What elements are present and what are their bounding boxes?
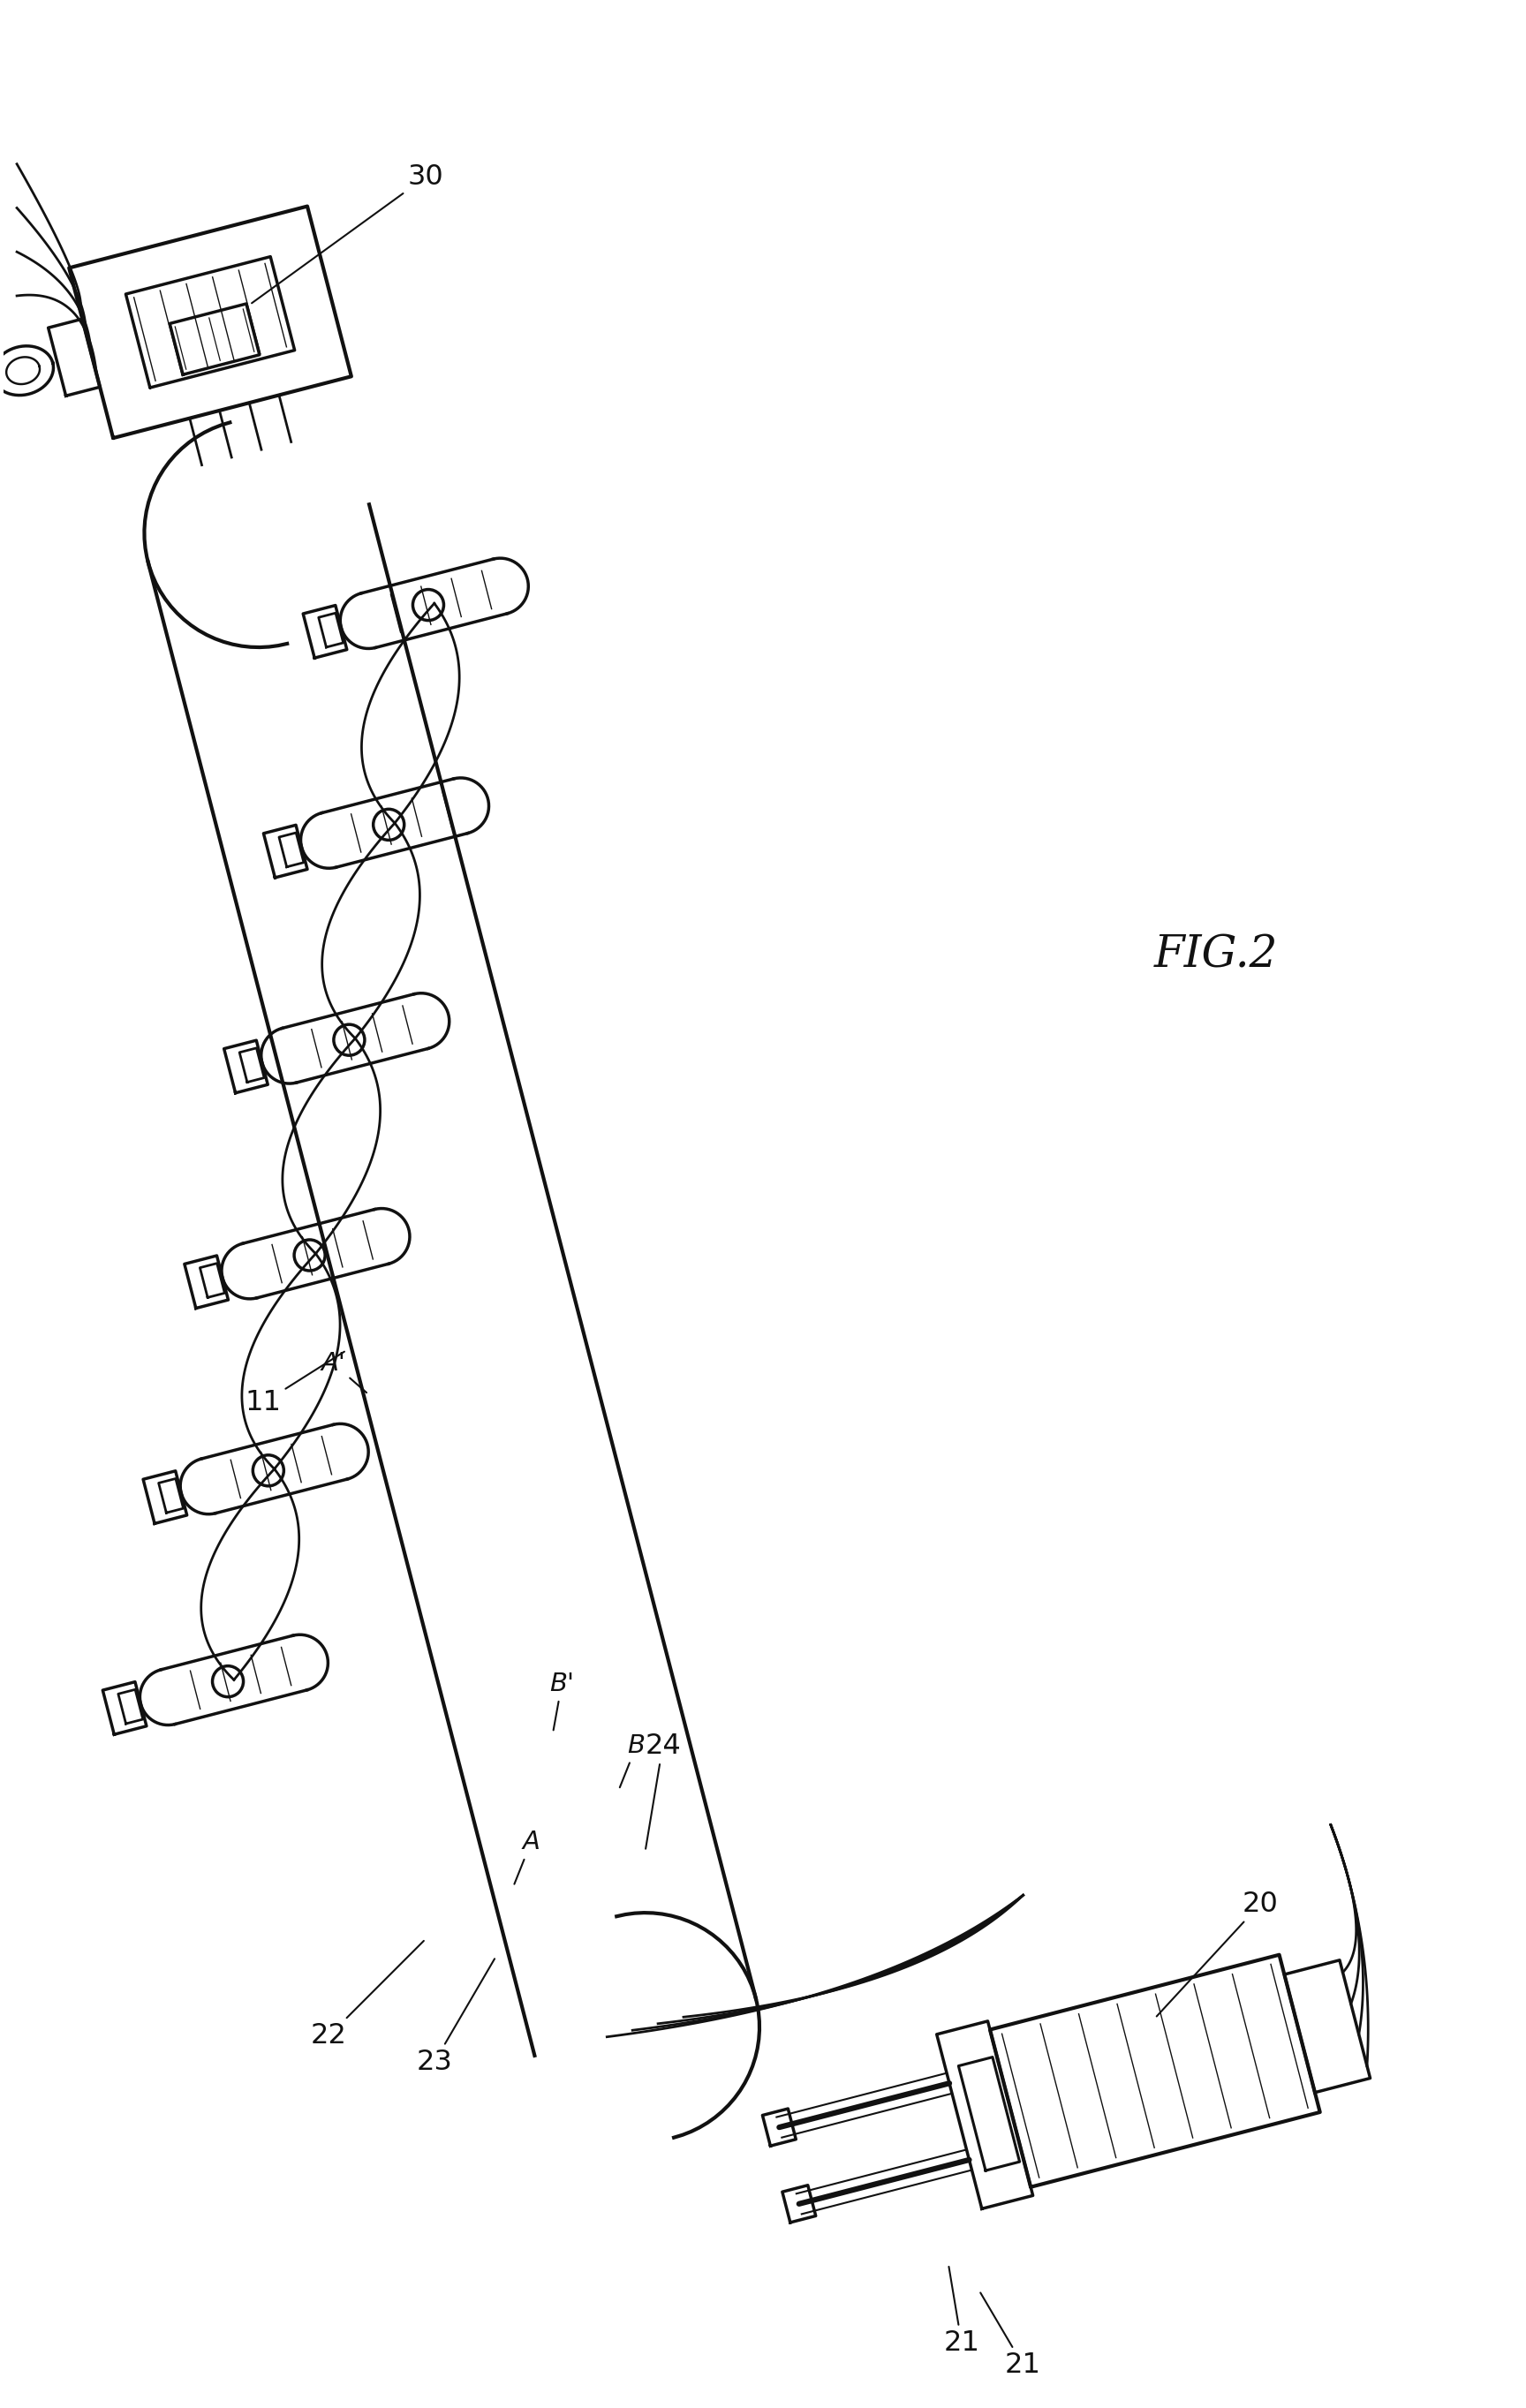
Text: 30: 30 bbox=[252, 164, 444, 303]
Text: FIG.2: FIG.2 bbox=[1155, 932, 1279, 978]
Text: 23: 23 bbox=[417, 1958, 494, 2076]
Text: 22: 22 bbox=[311, 1941, 424, 2049]
Text: B: B bbox=[620, 1734, 645, 1787]
Text: A: A bbox=[514, 1830, 540, 1883]
Text: 11: 11 bbox=[244, 1351, 345, 1416]
Text: B': B' bbox=[549, 1671, 574, 1731]
Text: 24: 24 bbox=[645, 1731, 681, 1849]
Text: 20: 20 bbox=[1157, 1890, 1279, 2015]
Text: A': A' bbox=[320, 1351, 366, 1392]
Text: 21: 21 bbox=[943, 2266, 980, 2357]
Text: 21: 21 bbox=[980, 2292, 1041, 2379]
